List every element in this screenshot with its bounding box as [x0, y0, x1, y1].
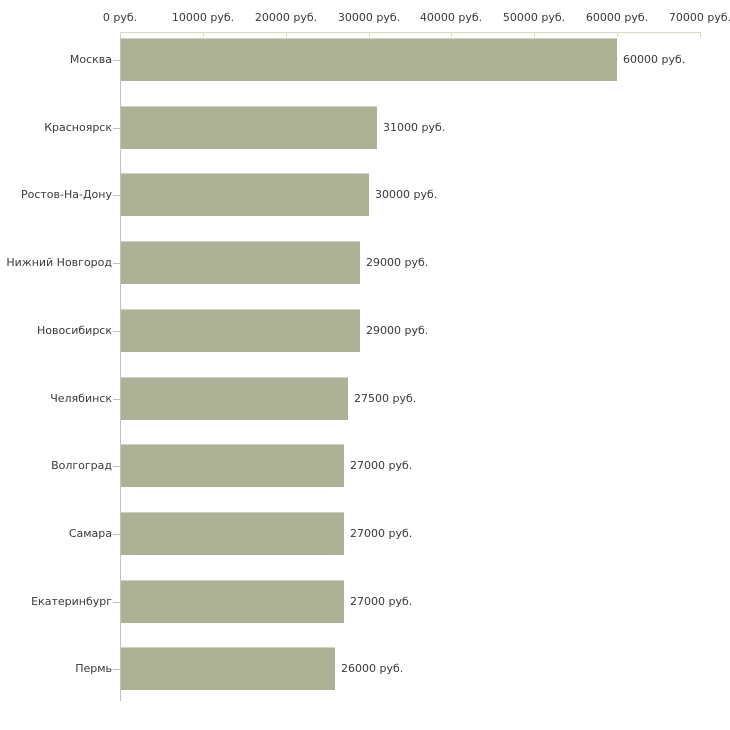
- category-label: Самара: [68, 527, 112, 540]
- y-tick-mark: [113, 534, 120, 535]
- y-tick-mark: [113, 331, 120, 332]
- value-label: 30000 руб.: [375, 188, 438, 201]
- bar: [121, 377, 348, 420]
- x-tick-mark: [534, 32, 535, 37]
- x-tick-mark: [286, 32, 287, 37]
- x-tick-label: 30000 руб.: [337, 11, 401, 24]
- category-label: Москва: [69, 53, 112, 66]
- category-label: Красноярск: [44, 121, 112, 134]
- x-axis-line: [120, 32, 701, 33]
- category-label: Нижний Новгород: [6, 256, 112, 269]
- category-label: Волгоград: [51, 459, 112, 472]
- bar: [121, 647, 335, 690]
- bar: [121, 444, 344, 487]
- x-tick-mark: [700, 32, 701, 37]
- x-tick-label: 20000 руб.: [254, 11, 318, 24]
- value-label: 27000 руб.: [350, 527, 413, 540]
- category-label: Челябинск: [50, 392, 112, 405]
- x-tick-label: 70000 руб.: [668, 11, 730, 24]
- y-tick-mark: [113, 399, 120, 400]
- category-label: Пермь: [75, 662, 112, 675]
- y-tick-mark: [113, 263, 120, 264]
- category-label: Ростов-На-Дону: [20, 188, 112, 201]
- x-tick-label: 60000 руб.: [585, 11, 649, 24]
- value-label: 29000 руб.: [366, 256, 429, 269]
- category-label: Екатеринбург: [31, 595, 112, 608]
- y-tick-mark: [113, 128, 120, 129]
- x-tick-label: 10000 руб.: [171, 11, 235, 24]
- y-tick-mark: [113, 466, 120, 467]
- x-tick-mark: [120, 32, 121, 37]
- value-label: 26000 руб.: [341, 662, 404, 675]
- bar: [121, 106, 377, 149]
- y-tick-mark: [113, 669, 120, 670]
- bar: [121, 309, 360, 352]
- y-tick-mark: [113, 195, 120, 196]
- y-axis-line: [120, 32, 121, 701]
- bar: [121, 38, 617, 81]
- x-tick-label: 40000 руб.: [419, 11, 483, 24]
- value-label: 31000 руб.: [383, 121, 446, 134]
- bar: [121, 241, 360, 284]
- bar: [121, 580, 344, 623]
- bar: [121, 512, 344, 555]
- bar: [121, 173, 369, 216]
- x-tick-mark: [617, 32, 618, 37]
- x-tick-label: 50000 руб.: [502, 11, 566, 24]
- x-tick-mark: [369, 32, 370, 37]
- value-label: 29000 руб.: [366, 324, 429, 337]
- category-label: Новосибирск: [36, 324, 112, 337]
- value-label: 27000 руб.: [350, 459, 413, 472]
- x-tick-mark: [203, 32, 204, 37]
- value-label: 27500 руб.: [354, 392, 417, 405]
- x-tick-mark: [451, 32, 452, 37]
- value-label: 27000 руб.: [350, 595, 413, 608]
- y-tick-mark: [113, 60, 120, 61]
- x-tick-label: 0 руб.: [102, 11, 138, 24]
- value-label: 60000 руб.: [623, 53, 686, 66]
- y-tick-mark: [113, 602, 120, 603]
